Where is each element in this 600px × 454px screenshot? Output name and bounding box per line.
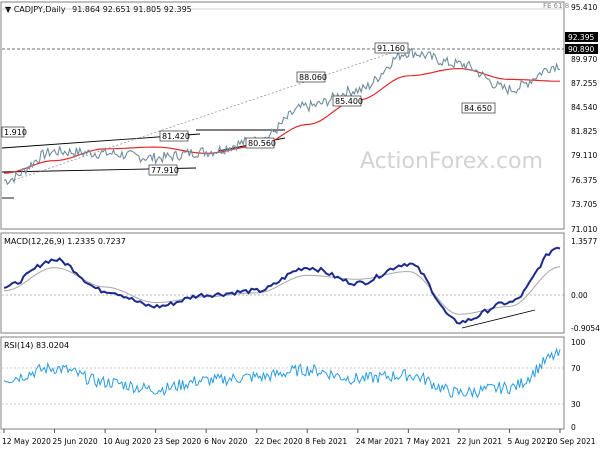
level-label: 88.060	[299, 73, 327, 82]
rsi-tick: 30	[571, 400, 581, 409]
current-price-box	[565, 32, 598, 42]
price-axis: 95.410 89.970 87.255 84.540 81.825 79.11…	[571, 3, 597, 234]
macd-tick: -0.9054	[571, 324, 600, 333]
macd-tick: 0.00	[571, 291, 588, 300]
fe-level-label: FE 61.8	[543, 2, 569, 10]
trendlines	[1, 129, 286, 199]
time-label: 24 Mar 2021	[356, 437, 404, 446]
level-box	[159, 130, 189, 142]
level-box	[296, 71, 326, 83]
time-label: 23 Sep 2020	[154, 437, 202, 446]
price-line	[3, 47, 560, 186]
level-price-label: 90.890	[568, 45, 594, 54]
rising-trendline	[13, 49, 401, 181]
rsi-label: RSI(14) 83.0204	[4, 341, 69, 350]
level-label: 77.910	[151, 166, 179, 175]
level-box	[245, 137, 275, 149]
rsi-tick: 0	[571, 423, 576, 432]
level-box	[148, 164, 178, 176]
price-tick: 71.010	[571, 225, 597, 234]
time-label: 6 Nov 2020	[204, 437, 247, 446]
level-box	[461, 102, 496, 114]
header-triangle-icon: ▼	[5, 5, 12, 14]
rsi-panel-frame	[0, 336, 565, 430]
level-label: 80.560	[248, 139, 276, 148]
current-price-label: 92.395	[568, 33, 594, 42]
price-tick: 81.825	[571, 127, 597, 136]
price-tick: 87.255	[571, 79, 597, 88]
time-label: 7 May 2021	[406, 437, 450, 446]
time-label: 22 Jun 2021	[457, 437, 502, 446]
time-label: 22 Dec 2020	[255, 437, 303, 446]
macd-line	[3, 246, 561, 325]
price-tick: 79.110	[571, 151, 597, 160]
macd-label: MACD(12,26,9) 1.2335 0.7237	[4, 237, 126, 246]
level-label: 84.650	[464, 104, 492, 113]
level-label: 91.160	[377, 44, 405, 53]
time-label: 5 Aug 2021	[507, 437, 550, 446]
price-tick: 73.705	[571, 200, 597, 209]
symbol-header: ▼ CADJPY,Daily 91.864 92.651 91.805 92.3…	[5, 5, 192, 14]
level-box	[332, 95, 362, 107]
rsi-line	[3, 347, 561, 399]
price-tick: 84.540	[571, 103, 597, 112]
level-label: 1.910	[4, 128, 27, 137]
price-annotations: 1.910 81.420 77.910 80.560 88.060 85.400…	[1, 42, 496, 176]
level-label: 81.420	[162, 132, 190, 141]
time-label: 10 Aug 2020	[103, 437, 151, 446]
moving-average-line	[3, 67, 560, 174]
price-tick: 76.375	[571, 176, 597, 185]
rsi-tick: 70	[571, 364, 581, 373]
level-box	[1, 126, 25, 138]
time-label: 8 Feb 2021	[305, 437, 347, 446]
price-panel-frame	[0, 1, 565, 230]
rsi-tick: 100	[571, 338, 586, 347]
price-tick: 89.970	[571, 55, 597, 64]
time-label: 12 May 2020	[2, 437, 51, 446]
symbol-label: CADJPY,Daily	[14, 5, 66, 14]
macd-panel-frame	[0, 232, 565, 334]
price-tick: 95.410	[571, 3, 597, 12]
watermark: ActionForex.com	[360, 149, 543, 174]
macd-tick: 1.3577	[571, 237, 597, 246]
level-box	[374, 42, 409, 54]
ohlc-values: 91.864 92.651 91.805 92.395	[72, 5, 192, 14]
macd-signal-line	[3, 266, 561, 315]
time-label: 20 Sep 2021	[548, 437, 596, 446]
level-label: 85.400	[335, 97, 363, 106]
time-label: 25 Jun 2020	[53, 437, 98, 446]
level-price-box	[565, 44, 598, 54]
time-axis: 12 May 2020 25 Jun 2020 10 Aug 2020 23 Sep …	[2, 429, 596, 446]
macd-trendline	[461, 309, 536, 329]
